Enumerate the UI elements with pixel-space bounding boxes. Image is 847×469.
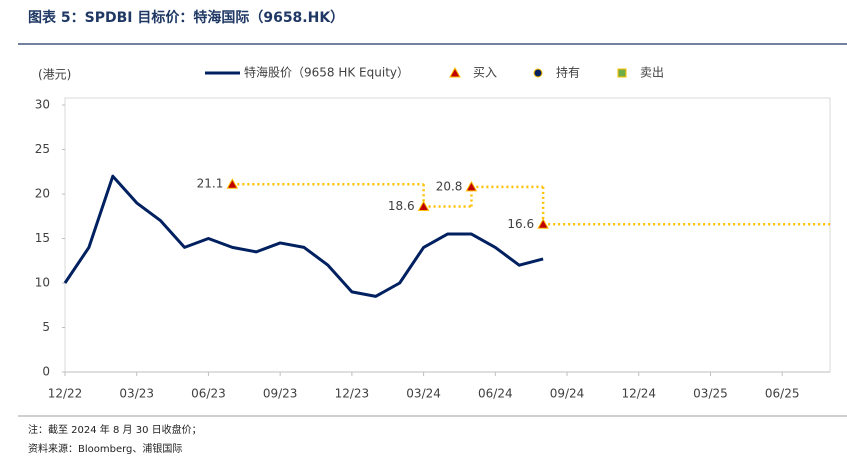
x-tick-label: 03/24	[406, 387, 441, 401]
y-tick-label: 5	[42, 320, 50, 334]
x-tick-label: 06/25	[765, 387, 800, 401]
buy-marker	[449, 66, 461, 78]
y-tick-label: 20	[35, 187, 50, 201]
x-tick-label: 12/23	[335, 387, 370, 401]
price-line	[63, 174, 544, 298]
legend-label: 特海股价（9658 HK Equity）	[244, 65, 409, 80]
legend-hold	[533, 68, 543, 78]
x-tick-label: 06/23	[191, 387, 226, 401]
x-tick-label: 03/25	[693, 387, 728, 401]
y-tick-label: 30	[35, 98, 50, 112]
buy-marker	[465, 180, 478, 192]
buy-marker	[417, 200, 430, 211]
note: 注：截至 2024 年 8 月 30 日收盘价；	[28, 423, 202, 436]
source: 资料来源：Bloomberg、浦银国际	[28, 442, 182, 455]
y-tick-label: 10	[35, 276, 50, 290]
legend-label: 买入	[473, 66, 497, 80]
y-tick-label: 25	[35, 142, 50, 156]
target-label: 20.8	[436, 179, 463, 193]
buy-marker	[226, 178, 239, 189]
x-tick-label: 03/23	[119, 387, 154, 401]
target-label: 16.6	[507, 217, 534, 231]
legend-label: 卖出	[640, 66, 664, 80]
buy-marker	[537, 218, 549, 229]
x-tick-label: 12/24	[621, 387, 656, 401]
target-label: 18.6	[388, 199, 415, 213]
target-label: 21.1	[197, 177, 224, 191]
legend-label: 持有	[556, 65, 580, 80]
legend-sell	[617, 68, 627, 78]
chart-title: 图表 5：SPDBI 目标价：特海国际（9658.HK）	[28, 9, 344, 26]
y-tick-label: 15	[35, 231, 50, 245]
y-tick-label: 0	[42, 365, 50, 379]
x-tick-label: 06/24	[478, 387, 513, 401]
y-axis-label: (港元)	[38, 68, 71, 82]
x-tick-label: 09/23	[263, 387, 298, 401]
x-tick-label: 12/22	[48, 387, 83, 401]
x-tick-label: 09/24	[550, 387, 585, 401]
